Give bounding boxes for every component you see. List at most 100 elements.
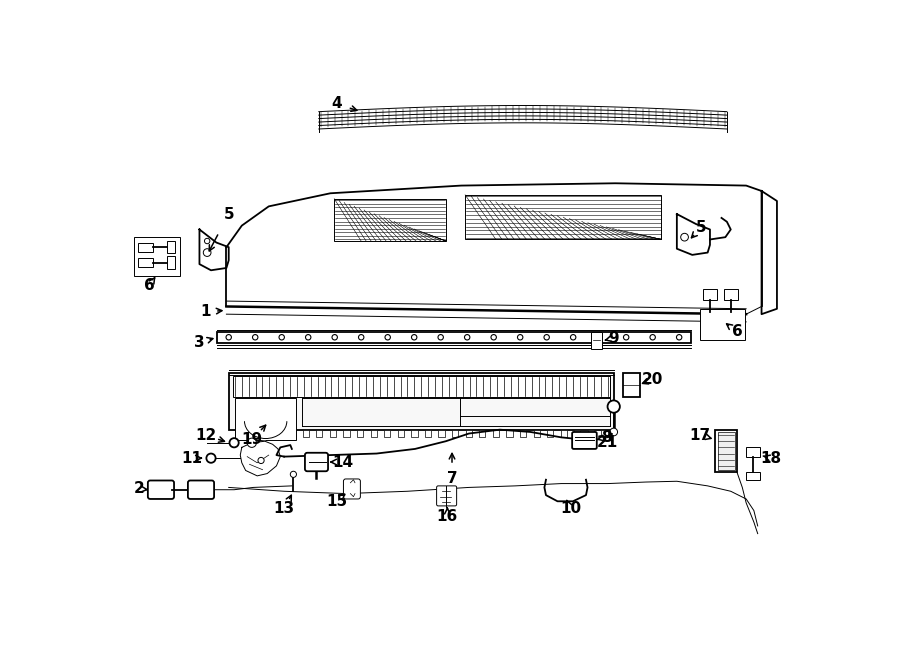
Text: 4: 4 — [331, 97, 342, 112]
Bar — [235, 398, 296, 440]
Circle shape — [677, 334, 682, 340]
Circle shape — [230, 438, 238, 447]
Bar — [138, 243, 153, 252]
Text: 16: 16 — [436, 509, 458, 524]
FancyBboxPatch shape — [188, 481, 214, 499]
Circle shape — [411, 334, 417, 340]
Text: 8: 8 — [600, 430, 611, 445]
Circle shape — [610, 428, 617, 436]
Circle shape — [279, 334, 284, 340]
Circle shape — [438, 334, 444, 340]
Bar — [248, 430, 255, 438]
Bar — [138, 258, 153, 267]
Bar — [746, 447, 760, 457]
Bar — [479, 430, 485, 438]
Bar — [235, 430, 241, 438]
Bar — [590, 332, 602, 349]
Circle shape — [291, 471, 296, 477]
Bar — [425, 430, 431, 438]
Bar — [167, 241, 175, 253]
Bar — [520, 430, 526, 438]
Circle shape — [203, 249, 211, 256]
Bar — [493, 430, 499, 438]
Bar — [438, 430, 445, 438]
Text: 18: 18 — [760, 451, 781, 465]
Bar — [275, 430, 282, 438]
Circle shape — [544, 334, 549, 340]
Bar — [344, 430, 349, 438]
Bar — [316, 430, 322, 438]
Text: 9: 9 — [608, 330, 619, 346]
Bar — [371, 430, 377, 438]
Bar — [547, 430, 553, 438]
Bar — [703, 289, 717, 299]
Bar — [746, 472, 760, 480]
Circle shape — [571, 334, 576, 340]
Circle shape — [206, 453, 216, 463]
Bar — [330, 430, 336, 438]
Circle shape — [650, 334, 655, 340]
Text: 10: 10 — [560, 502, 581, 516]
Bar — [334, 199, 446, 241]
Bar — [229, 373, 614, 430]
FancyBboxPatch shape — [572, 432, 597, 449]
Bar — [700, 309, 744, 340]
Bar — [302, 430, 309, 438]
Circle shape — [608, 401, 620, 412]
Circle shape — [597, 334, 602, 340]
Bar — [262, 430, 268, 438]
FancyBboxPatch shape — [436, 486, 456, 506]
Circle shape — [491, 334, 497, 340]
Bar — [574, 430, 580, 438]
Bar — [717, 432, 734, 470]
Text: 20: 20 — [642, 372, 663, 387]
Bar — [452, 430, 458, 438]
Circle shape — [258, 457, 264, 463]
Bar — [384, 430, 391, 438]
FancyBboxPatch shape — [305, 453, 328, 471]
Bar — [716, 430, 737, 472]
Text: 2: 2 — [134, 481, 145, 496]
Circle shape — [226, 334, 231, 340]
Text: 6: 6 — [144, 278, 155, 293]
Text: 15: 15 — [326, 494, 347, 509]
Text: 1: 1 — [201, 304, 211, 319]
Circle shape — [385, 334, 391, 340]
Circle shape — [464, 334, 470, 340]
Bar — [507, 430, 512, 438]
Text: 19: 19 — [241, 432, 263, 447]
Circle shape — [204, 239, 210, 244]
Text: 21: 21 — [597, 435, 618, 450]
Circle shape — [305, 334, 310, 340]
Text: 17: 17 — [689, 428, 710, 443]
Circle shape — [624, 334, 629, 340]
Text: 13: 13 — [274, 502, 294, 516]
Circle shape — [248, 438, 256, 447]
Bar — [724, 289, 738, 299]
Text: 12: 12 — [195, 428, 216, 443]
Bar — [534, 430, 540, 438]
Bar — [217, 332, 690, 342]
Bar — [357, 430, 364, 438]
Text: 7: 7 — [446, 471, 457, 486]
FancyBboxPatch shape — [148, 481, 174, 499]
Bar — [232, 375, 610, 397]
Bar — [601, 430, 608, 438]
Circle shape — [332, 334, 338, 340]
Circle shape — [253, 334, 258, 340]
Bar — [167, 256, 175, 269]
Bar — [465, 430, 472, 438]
Circle shape — [358, 334, 364, 340]
Text: 6: 6 — [732, 325, 742, 339]
Circle shape — [518, 334, 523, 340]
Bar — [465, 195, 662, 239]
Text: 11: 11 — [181, 451, 202, 465]
Text: 5: 5 — [697, 219, 706, 235]
Text: 14: 14 — [332, 455, 353, 469]
Bar — [561, 430, 567, 438]
Bar — [411, 430, 418, 438]
FancyBboxPatch shape — [344, 479, 360, 499]
Circle shape — [680, 233, 688, 241]
Text: 3: 3 — [194, 335, 205, 350]
Text: 5: 5 — [223, 207, 234, 221]
